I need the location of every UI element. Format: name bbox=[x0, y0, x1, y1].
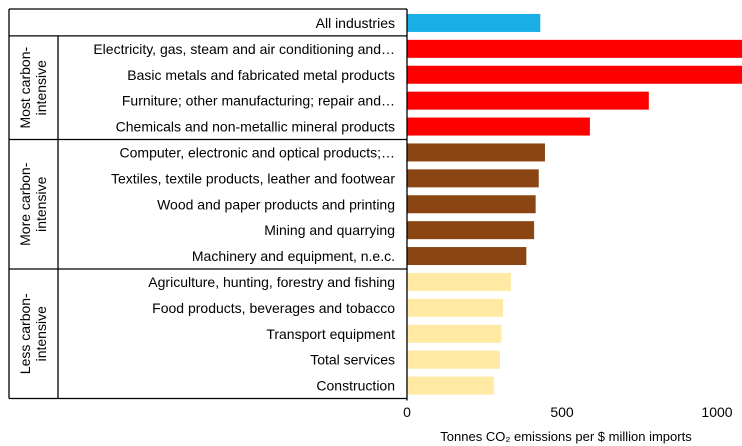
group-label: Most carbon-intensive bbox=[17, 47, 49, 129]
group-label: More carbon-intensive bbox=[17, 162, 49, 246]
bar bbox=[407, 65, 742, 84]
x-axis: 05001000150020002500 bbox=[403, 9, 733, 420]
bar bbox=[407, 13, 541, 32]
bar bbox=[407, 39, 742, 58]
bar bbox=[407, 169, 539, 188]
bar bbox=[407, 247, 527, 266]
group-label: Less carbon-intensive bbox=[17, 293, 49, 374]
x-axis-label: Tonnes CO₂ emissions per $ million impor… bbox=[440, 429, 692, 444]
bar bbox=[407, 376, 494, 395]
category-label: Agriculture, hunting, forestry and fishi… bbox=[148, 274, 395, 290]
category-label: Chemicals and non-metallic mineral produ… bbox=[116, 119, 395, 135]
bar bbox=[407, 350, 500, 369]
bar bbox=[407, 272, 511, 291]
bars bbox=[407, 13, 742, 395]
bar bbox=[407, 143, 545, 162]
bar bbox=[407, 195, 536, 214]
category-label: Transport equipment bbox=[266, 326, 395, 342]
bar bbox=[407, 324, 502, 343]
bar bbox=[407, 221, 535, 240]
category-label: Mining and quarrying bbox=[264, 222, 395, 238]
bar bbox=[407, 91, 649, 110]
category-label: Wood and paper products and printing bbox=[157, 196, 395, 212]
category-label: Food products, beverages and tobacco bbox=[152, 300, 395, 316]
group-labels: Most carbon-intensive More carbon-intensi… bbox=[17, 47, 49, 375]
category-label: Electricity, gas, steam and air conditio… bbox=[93, 41, 395, 57]
x-tick-label: 500 bbox=[550, 404, 574, 420]
x-tick-label: 1000 bbox=[701, 404, 732, 420]
category-label: Furniture; other manufacturing; repair a… bbox=[122, 93, 395, 109]
x-tick-label: 0 bbox=[403, 404, 411, 420]
category-label: Machinery and equipment, n.e.c. bbox=[192, 248, 395, 264]
bar bbox=[407, 117, 590, 136]
category-label: Basic metals and fabricated metal produc… bbox=[127, 67, 395, 83]
category-label: Total services bbox=[310, 352, 395, 368]
category-label: Textiles, textile products, leather and … bbox=[111, 170, 395, 186]
category-labels: All industries Electricity, gas, steam an… bbox=[93, 15, 395, 394]
bar bbox=[407, 298, 504, 317]
category-label: Construction bbox=[316, 378, 395, 394]
category-label: Computer, electronic and optical product… bbox=[120, 144, 395, 160]
category-label: All industries bbox=[316, 15, 395, 31]
group-separators bbox=[8, 8, 407, 400]
